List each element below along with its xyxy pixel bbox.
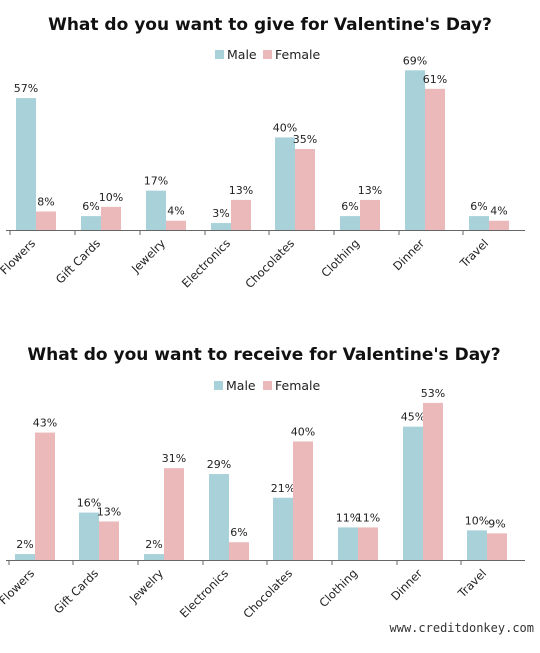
data-label-female: 31% — [162, 452, 186, 465]
category-label: Dinner — [390, 236, 427, 273]
legend-swatch-male — [214, 381, 223, 390]
data-label-female: 40% — [291, 425, 315, 438]
bar-female — [101, 206, 121, 230]
category-label: Clothing — [316, 566, 360, 610]
data-label-female: 4% — [167, 205, 184, 218]
data-label-female: 13% — [229, 184, 253, 197]
data-label-male: 2% — [16, 538, 33, 551]
bars-group: 2% 43% Flowers 16%13% Gift Cards 2% 31% Jewelry… — [0, 387, 525, 621]
bar-female — [423, 402, 443, 560]
data-label-male: 2% — [145, 538, 162, 551]
chart-title: What do you want to give for Valentine's… — [48, 15, 492, 35]
bar-male — [81, 216, 101, 230]
watermark: www.creditdonkey.com — [389, 621, 535, 635]
bar-female — [425, 88, 445, 230]
bar-male — [340, 216, 360, 230]
bar-male — [405, 70, 425, 230]
category-label: Dinner — [388, 566, 425, 603]
category-label: Jewelry — [126, 566, 166, 606]
legend-label-male: Male — [227, 47, 257, 62]
legend-label-male: Male — [226, 378, 256, 393]
bar-female — [35, 432, 55, 560]
data-label-female: 35% — [293, 133, 317, 146]
data-label-female: 9% — [488, 517, 505, 530]
data-label-male: 57% — [14, 82, 38, 95]
legend-label-female: Female — [275, 47, 321, 62]
category-label: Electronics — [179, 236, 233, 290]
category-label: Chocolates — [240, 566, 295, 621]
bar-female — [295, 149, 315, 230]
legend-swatch-male — [215, 50, 224, 59]
bar-male — [403, 426, 423, 560]
bar-female — [99, 521, 119, 560]
category-label: Travel — [454, 566, 489, 601]
data-label-male: 21% — [271, 482, 295, 495]
bar-female — [487, 533, 507, 560]
bar-female — [229, 542, 249, 560]
bar-male — [144, 554, 164, 560]
bar-male — [15, 554, 35, 560]
data-label-female: 53% — [421, 387, 445, 400]
data-label-female: 13% — [358, 184, 382, 197]
bar-male — [467, 530, 487, 560]
category-label: Gift Cards — [53, 236, 103, 286]
data-label-female: 11% — [356, 511, 380, 524]
bar-female — [231, 199, 251, 230]
category-label: Clothing — [318, 236, 362, 280]
bar-female — [358, 527, 378, 560]
bar-male — [338, 527, 358, 560]
data-label-female: 43% — [33, 417, 57, 430]
data-label-female: 6% — [230, 526, 247, 539]
bar-male — [79, 512, 99, 560]
bar-female — [164, 468, 184, 560]
data-label-male: 29% — [207, 458, 231, 471]
data-label-male: 45% — [401, 411, 425, 424]
bar-male — [209, 474, 229, 560]
legend-swatch-female — [263, 50, 272, 59]
data-label-male: 6% — [82, 200, 99, 213]
data-label-male: 11% — [336, 511, 360, 524]
receive-chart: What do you want to receive for Valentin… — [0, 345, 525, 621]
data-label-male: 6% — [341, 200, 358, 213]
give-chart: What do you want to give for Valentine's… — [0, 15, 525, 291]
bar-male — [146, 190, 166, 230]
bar-male — [16, 98, 36, 230]
data-label-female: 4% — [490, 205, 507, 218]
data-label-male: 16% — [77, 497, 101, 510]
data-label-male: 17% — [144, 175, 168, 188]
category-label: Chocolates — [242, 236, 297, 291]
bar-female — [360, 199, 380, 230]
data-label-female: 13% — [97, 505, 121, 518]
category-label: Gift Cards — [51, 566, 101, 616]
data-label-male: 69% — [403, 54, 427, 67]
category-label: Jewelry — [128, 236, 168, 276]
category-label: Electronics — [177, 566, 231, 620]
category-label: Flowers — [0, 236, 38, 277]
chart-title: What do you want to receive for Valentin… — [27, 345, 500, 365]
data-label-female: 10% — [99, 191, 123, 204]
category-label: Travel — [456, 236, 491, 271]
data-label-female: 8% — [37, 195, 54, 208]
bar-male — [469, 216, 489, 230]
data-label-male: 10% — [465, 514, 489, 527]
data-label-female: 61% — [423, 73, 447, 86]
data-label-male: 40% — [273, 121, 297, 134]
bar-female — [293, 441, 313, 560]
category-label: Flowers — [0, 566, 37, 607]
bar-male — [273, 497, 293, 560]
bar-female — [36, 211, 56, 230]
legend-label-female: Female — [275, 378, 321, 393]
bar-male — [275, 137, 295, 230]
bar-female — [166, 220, 186, 230]
data-label-male: 3% — [212, 207, 229, 220]
data-label-male: 6% — [470, 200, 487, 213]
legend: Male Female — [214, 378, 321, 393]
legend: Male Female — [215, 47, 321, 62]
legend-swatch-female — [263, 381, 272, 390]
bar-female — [489, 220, 509, 230]
bar-male — [211, 223, 231, 230]
